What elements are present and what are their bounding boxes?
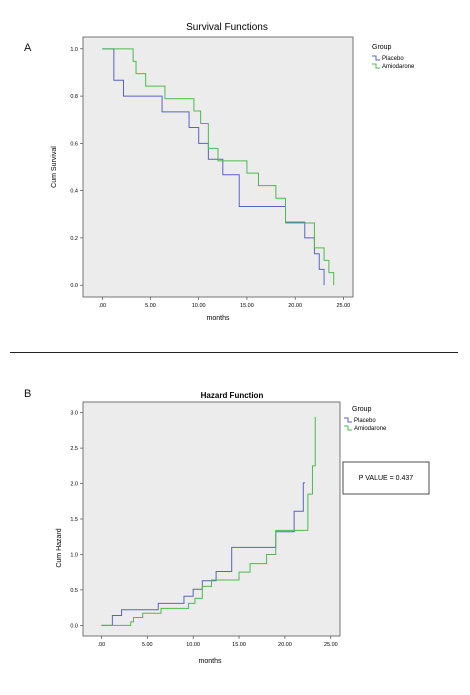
y-tick-label: 1.5 (70, 517, 78, 523)
x-tick-label: 20.00 (278, 642, 292, 648)
y-tick-label: 0.6 (70, 141, 78, 147)
x-tick-label: 25.00 (324, 642, 338, 648)
legend-item-label: Amiodarone (382, 64, 415, 70)
y-tick-label: 0.2 (70, 236, 78, 242)
x-axis-label: months (207, 315, 230, 322)
p-value-border (342, 461, 430, 495)
legend-title: Group (352, 406, 372, 413)
panel-label-a: A (24, 42, 32, 54)
p-value-text: P VALUE = 0.437 (359, 475, 414, 482)
legend-item-label: Amiodarone (354, 426, 387, 432)
y-tick-label: 0.4 (70, 189, 78, 195)
chart-title: Hazard Function (201, 391, 264, 400)
y-axis-label: Cum Hazard (56, 528, 63, 567)
y-axis: 0.0 0.5 1.0 1.5 2.0 2.5 3.0 (70, 411, 83, 629)
y-tick-label: 1.0 (70, 47, 78, 53)
legend-title: Group (372, 44, 392, 51)
x-axis: .00 5.00 10.00 15.00 20.00 25.00 (98, 636, 338, 648)
chart-title: Survival Functions (186, 22, 268, 33)
survival-chart: Survival Functions .00 5.00 10.00 15.00 20.0… (51, 22, 415, 322)
series-line-amiodarone (101, 416, 316, 626)
legend-swatch (372, 63, 380, 69)
series-line-amiodarone (102, 48, 335, 286)
legend-item-label: Placebo (382, 56, 404, 62)
y-tick-label: 2.0 (70, 482, 78, 488)
series-layer (101, 416, 316, 626)
x-tick-label: 5.00 (145, 303, 156, 309)
y-tick-label: 0.0 (70, 283, 78, 289)
legend: Group Placebo Amiodarone (344, 406, 387, 432)
y-tick-label: 2.5 (70, 446, 78, 452)
y-tick-label: 3.0 (70, 411, 78, 417)
y-tick-label: 0.5 (70, 588, 78, 594)
y-axis: 0.0 0.2 0.4 0.6 0.8 1.0 (70, 47, 83, 289)
y-axis-label: Cum Survival (51, 146, 58, 188)
y-tick-label: 0.0 (70, 623, 78, 629)
x-tick-label: 25.00 (336, 303, 350, 309)
x-tick-label: 15.00 (232, 642, 246, 648)
legend-swatch (344, 417, 352, 423)
panel-divider (10, 352, 458, 353)
legend-swatch (372, 55, 380, 61)
series-line-placebo (102, 48, 325, 286)
y-tick-label: 0.8 (70, 94, 78, 100)
series-line-placebo (101, 482, 306, 626)
x-tick-label: 10.00 (192, 303, 206, 309)
x-axis-label: months (199, 658, 222, 665)
plot-area (82, 36, 354, 298)
legend: Group Placebo Amiodarone (372, 44, 415, 70)
hazard-chart: Hazard Function .00 5.00 10.00 15.00 20.00 25… (56, 391, 387, 665)
panel-label-b: B (24, 388, 32, 400)
x-tick-label: .00 (98, 303, 106, 309)
p-value-box: P VALUE = 0.437 (342, 461, 430, 495)
x-tick-label: 15.00 (240, 303, 254, 309)
x-tick-label: 10.00 (186, 642, 200, 648)
legend-item-label: Placebo (354, 418, 376, 424)
x-tick-label: 5.00 (142, 642, 153, 648)
y-tick-label: 1.0 (70, 552, 78, 558)
series-layer (102, 48, 335, 286)
x-tick-label: 20.00 (288, 303, 302, 309)
x-tick-label: .00 (98, 642, 106, 648)
plot-area (82, 401, 341, 637)
legend-swatch (344, 425, 352, 431)
x-axis: .00 5.00 10.00 15.00 20.00 25.00 (98, 297, 350, 309)
